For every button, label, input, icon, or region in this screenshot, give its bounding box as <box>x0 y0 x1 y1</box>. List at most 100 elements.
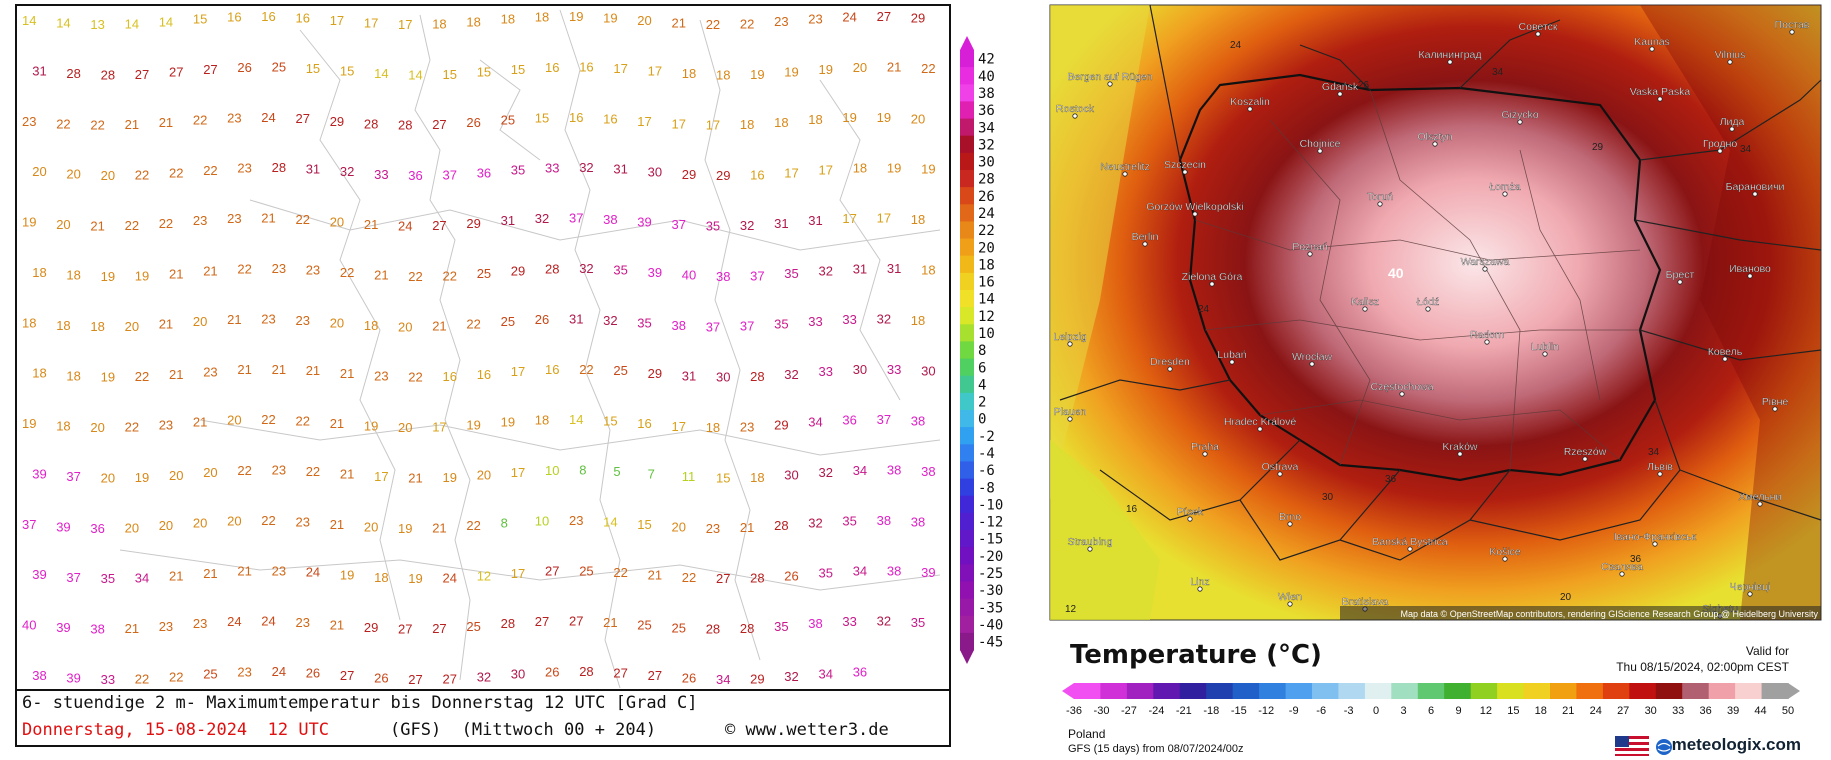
temperature-value: 39 <box>32 467 46 482</box>
temperature-value: 32 <box>477 669 491 684</box>
temperature-value: 26 <box>784 568 798 583</box>
temperature-value: 20 <box>398 319 412 334</box>
temperature-value: 21 <box>237 362 251 377</box>
temperature-value: 17 <box>842 211 856 226</box>
scale-swatch <box>1179 683 1207 699</box>
country-borders <box>119 9 941 689</box>
city-label: Брест <box>1666 269 1695 281</box>
temperature-value: 16 <box>569 110 583 125</box>
scale-label: -30 <box>1094 705 1110 717</box>
map-attribution: Map data © OpenStreetMap contributors, r… <box>1401 609 1819 619</box>
city-label: Linz <box>1190 576 1209 588</box>
colorbar-label: -20 <box>978 549 1003 565</box>
temperature-value: 23 <box>193 616 207 631</box>
colorbar-label: -10 <box>978 497 1003 513</box>
temperature-value: 15 <box>306 61 320 76</box>
colorbar-swatch <box>960 444 974 462</box>
temperature-value: 33 <box>808 314 822 329</box>
temperature-value: 16 <box>477 367 491 382</box>
city-dot <box>1657 96 1663 102</box>
temperature-value: 40 <box>22 618 36 633</box>
us-flag-icon[interactable] <box>1615 736 1649 756</box>
city-label: Poznań <box>1292 241 1328 253</box>
temperature-value: 32 <box>579 261 593 276</box>
temperature-value: 32 <box>603 313 617 328</box>
temperature-value: 26 <box>682 671 696 686</box>
city-dot <box>1182 169 1188 175</box>
temperature-value: 25 <box>466 619 480 634</box>
scale-swatch <box>1126 683 1154 699</box>
city-label: Praha <box>1191 441 1219 453</box>
scale-arrow-right <box>1788 683 1800 699</box>
isoline-label: 30 <box>1322 492 1334 503</box>
temperature-value: 35 <box>637 315 651 330</box>
colorbar-label: 26 <box>978 189 995 205</box>
scale-swatch <box>1206 683 1234 699</box>
temperature-value: 23 <box>227 110 241 125</box>
colorbar-swatch <box>960 84 974 102</box>
temperature-value: 39 <box>32 567 46 582</box>
temperature-value: 20 <box>169 468 183 483</box>
temperature-value: 17 <box>364 16 378 31</box>
temperature-value: 16 <box>637 416 651 431</box>
temperature-value: 26 <box>237 60 251 75</box>
temperature-value: 22 <box>169 166 183 181</box>
temperature-value: 19 <box>750 67 764 82</box>
colorbar-label: 14 <box>978 292 995 308</box>
temperature-value: 29 <box>511 264 525 279</box>
temperature-value: 20 <box>101 168 115 183</box>
city-label: Барановичи <box>1726 181 1785 193</box>
temperature-value: 18 <box>535 413 549 428</box>
colorbar-swatch <box>960 101 974 119</box>
temperature-value: 18 <box>374 570 388 585</box>
temperature-value: 17 <box>432 420 446 435</box>
temperature-value: 5 <box>613 464 620 479</box>
temperature-value: 14 <box>374 66 388 81</box>
wetter3-panel: 14 14 13 14 14 15 16 16 16 17 17 17 18 18 18 18 19 19 20 21… <box>15 4 1003 747</box>
temperature-value: 27 <box>296 111 310 126</box>
city-dot <box>1425 306 1431 312</box>
city-label: Постав <box>1775 19 1810 31</box>
temperature-value: 35 <box>613 263 627 278</box>
temperature-value: 15 <box>637 517 651 532</box>
temperature-value: 18 <box>364 318 378 333</box>
temperature-value: 22 <box>169 669 183 684</box>
colorbar-swatch <box>960 495 974 514</box>
city-dot <box>1122 171 1128 177</box>
temperature-value: 14 <box>159 14 173 29</box>
temperature-value: 8 <box>501 515 508 530</box>
temperature-value: 20 <box>193 515 207 530</box>
temperature-value: 35 <box>101 571 115 586</box>
meteologix-logo[interactable]: meteologix.com <box>1671 735 1801 754</box>
temperature-value: 25 <box>579 563 593 578</box>
temperature-value: 18 <box>911 212 925 227</box>
temperature-value: 17 <box>672 116 686 131</box>
temperature-value: 21 <box>169 569 183 584</box>
temperature-value: 20 <box>477 468 491 483</box>
valid-date: Thu 08/15/2024, 02:00pm CEST <box>1616 660 1789 674</box>
temperature-value: 17 <box>330 13 344 28</box>
city-dot <box>1167 366 1173 372</box>
isoline-label: 24 <box>1230 40 1242 51</box>
caption-model: (GFS) (Mittwoch 00 + 204) <box>390 720 657 740</box>
scale-label: 0 <box>1373 705 1379 717</box>
city-dot <box>1337 91 1343 97</box>
temperature-value: 19 <box>364 419 378 434</box>
city-dot <box>1287 521 1293 527</box>
temperature-value: 35 <box>774 619 788 634</box>
colorbar-swatch <box>960 204 974 222</box>
temperature-value: 22 <box>261 412 275 427</box>
colorbar-swatch <box>960 307 974 325</box>
temperature-value: 21 <box>169 367 183 382</box>
city-dot <box>1657 471 1663 477</box>
temperature-value: 16 <box>261 9 275 24</box>
temperature-value: 31 <box>808 213 822 228</box>
city-dot <box>1229 359 1235 365</box>
temperature-value: 37 <box>66 469 80 484</box>
temperature-value: 38 <box>808 616 822 631</box>
region-name: Poland <box>1068 727 1106 741</box>
scale-label: -12 <box>1258 705 1274 717</box>
temperature-value: 24 <box>261 110 275 125</box>
temperature-value: 27 <box>135 67 149 82</box>
temperature-value: 15 <box>511 62 525 77</box>
